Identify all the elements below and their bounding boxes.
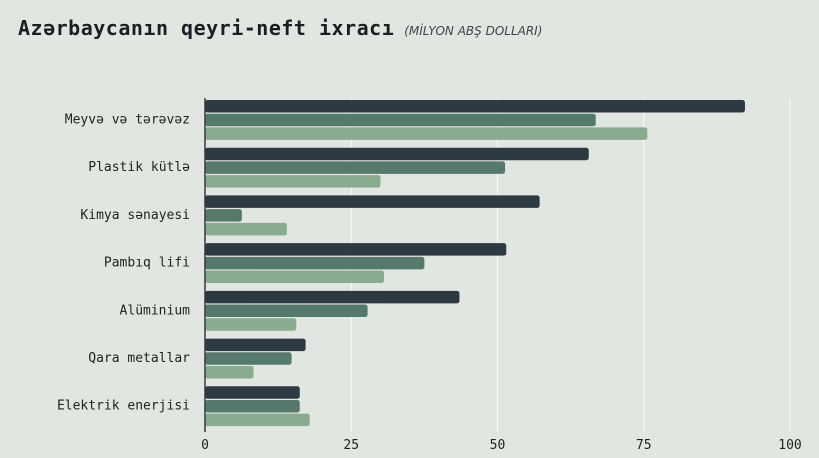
bar	[205, 222, 287, 236]
bar	[205, 161, 506, 174]
category-label: Pambıq lifi	[104, 256, 190, 271]
category-label: Plastik kütlə	[88, 160, 190, 175]
category-label: Qara metallar	[88, 351, 190, 366]
bar	[205, 127, 648, 140]
bar	[205, 113, 596, 127]
bar	[205, 175, 381, 188]
category-label: Kimya sənayesi	[80, 208, 190, 223]
category-label: Meyvə və tərəvəz	[65, 112, 190, 127]
bar	[205, 413, 310, 427]
bar	[205, 352, 292, 365]
bar	[205, 195, 540, 208]
x-tick-label: 50	[490, 438, 506, 453]
bar	[205, 100, 745, 113]
bar	[205, 209, 242, 222]
bar	[205, 304, 368, 318]
bar	[205, 256, 425, 270]
bar	[205, 386, 300, 399]
bar	[205, 399, 300, 413]
bar	[205, 243, 507, 256]
chart-subtitle: (MİLYON ABŞ DOLLARI)	[404, 24, 543, 38]
bar	[205, 338, 306, 352]
bar	[205, 147, 589, 161]
x-tick-label: 0	[201, 438, 209, 453]
bar	[205, 290, 460, 304]
chart-title: Azərbaycanın qeyri-neft ixracı	[18, 16, 395, 40]
x-tick-label: 75	[636, 438, 652, 453]
x-tick-label: 100	[778, 438, 801, 453]
bar	[205, 270, 385, 284]
category-label: Alüminium	[120, 303, 191, 318]
category-label: Elektrik enerjisi	[57, 399, 190, 414]
bar	[205, 318, 297, 331]
x-tick-label: 25	[343, 438, 359, 453]
bar	[205, 365, 254, 379]
title-row: Azərbaycanın qeyri-neft ixracı (MİLYON A…	[18, 16, 542, 40]
